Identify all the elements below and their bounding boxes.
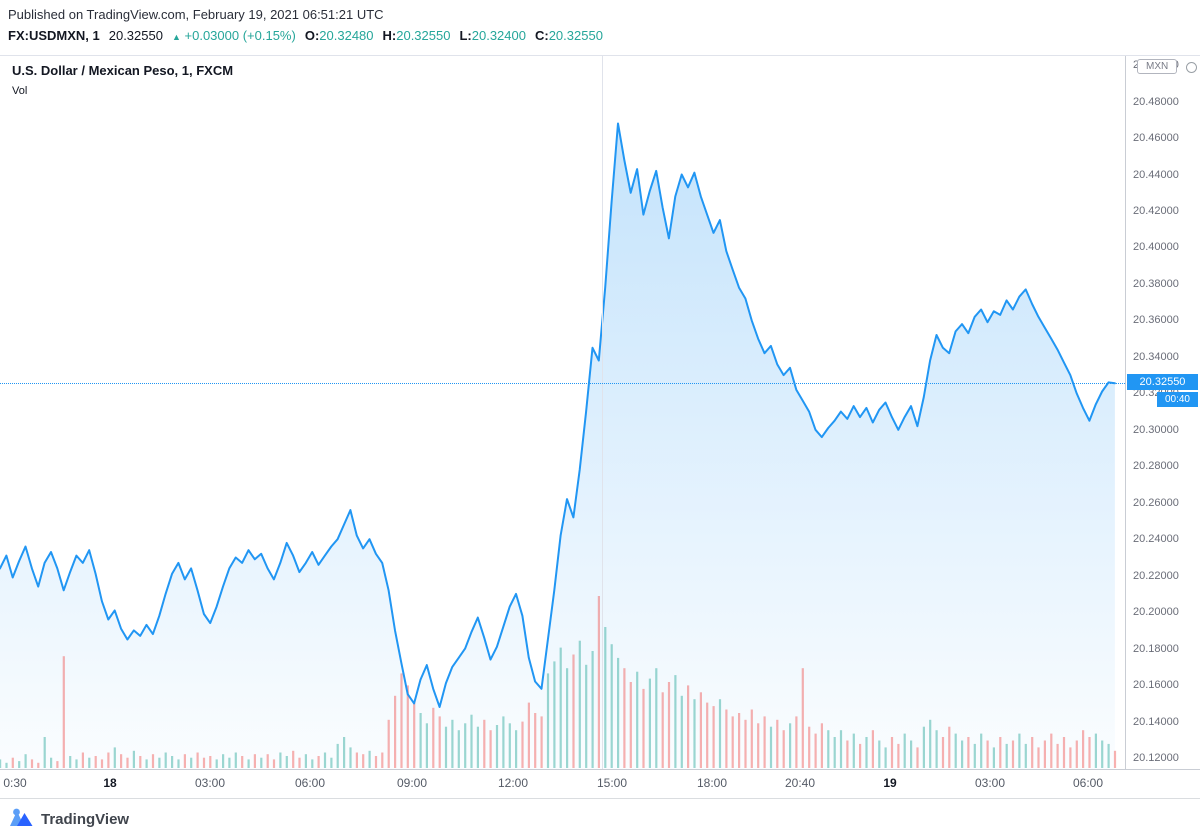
price-tick: 20.44000 [1133,169,1179,181]
footer: TradingView [0,798,1200,839]
price-tick: 20.36000 [1133,314,1179,326]
price-line-chart [0,122,1117,769]
last-price-label: 20.32550 [1127,374,1198,390]
tradingview-logo-icon[interactable] [8,806,34,832]
price-tick: 20.24000 [1133,533,1179,545]
session-break-line [602,56,603,769]
price-axis[interactable]: 20.5000020.4800020.4600020.4400020.42000… [1125,56,1200,769]
price-tick: 20.20000 [1133,606,1179,618]
time-label: 06:00 [1072,776,1104,790]
price-tick: 20.22000 [1133,570,1179,582]
change-value: +0.03000 (+0.15%) [184,28,296,43]
price-tick: 20.34000 [1133,351,1179,363]
ohlc-item: H:20.32550 [382,28,451,43]
price-tick: 20.38000 [1133,278,1179,290]
up-arrow-icon: ▲ [171,32,181,42]
price-tick: 20.30000 [1133,424,1179,436]
last-price-line [0,383,1125,384]
price-tick: 20.48000 [1133,96,1179,108]
price-tick: 20.26000 [1133,497,1179,509]
tradingview-brand[interactable]: TradingView [41,810,130,828]
time-label: 03:00 [194,776,226,790]
published-line: Published on TradingView.com, February 1… [8,7,384,22]
ohlc-item: L:20.32400 [459,28,526,43]
time-label: 15:00 [596,776,628,790]
header-last-price: 20.32550 [108,28,163,43]
currency-badge[interactable]: MXN [1137,59,1178,74]
price-tick: 20.40000 [1133,241,1179,253]
time-label: 03:00 [974,776,1006,790]
ohlc-item: C:20.32550 [534,28,603,43]
volume-indicator-label[interactable]: Vol [12,85,28,97]
price-tick: 20.16000 [1133,679,1179,691]
time-label: 12:00 [497,776,529,790]
time-label: 18:00 [696,776,728,790]
chart-legend: U.S. Dollar / Mexican Peso, 1, FXCM Vol [12,63,233,97]
time-label: 09:00 [396,776,428,790]
time-label: 0:30 [3,776,27,790]
chart-title[interactable]: U.S. Dollar / Mexican Peso, 1, FXCM [12,63,234,78]
ohlc-item: O:20.32480 [304,28,374,43]
price-tick: 20.12000 [1133,752,1179,764]
time-label: 06:00 [294,776,326,790]
symbol-interval[interactable]: FX:USDMXN, 1 [8,28,100,43]
date-label: 19 [883,776,897,790]
chart-header: Published on TradingView.com, February 1… [0,0,1200,55]
price-tick: 20.46000 [1133,132,1179,144]
price-tick: 20.14000 [1133,716,1179,728]
date-label: 18 [103,776,117,790]
price-tick: 20.42000 [1133,205,1179,217]
scale-menu-icon[interactable] [1186,62,1197,73]
price-tick: 20.28000 [1133,460,1179,472]
bar-countdown: 00:40 [1156,392,1198,407]
time-axis[interactable]: 0:30 18 03:00 06:00 09:00 12:00 15:00 18:00 20:4… [0,770,1200,798]
chart-region: U.S. Dollar / Mexican Peso, 1, FXCM Vol … [0,55,1200,770]
chart-plot-area[interactable]: U.S. Dollar / Mexican Peso, 1, FXCM Vol [0,56,1125,769]
time-label: 20:40 [784,776,816,790]
price-tick: 20.18000 [1133,643,1179,655]
price-change: ▲ +0.03000 (+0.15%) [172,28,296,43]
ohlc-values: O:20.32480 H:20.32550 L:20.32400 C:20.32550 [305,28,603,43]
quote-line: FX:USDMXN, 1 20.32550 ▲ +0.03000 (+0.15%… [8,28,1200,43]
